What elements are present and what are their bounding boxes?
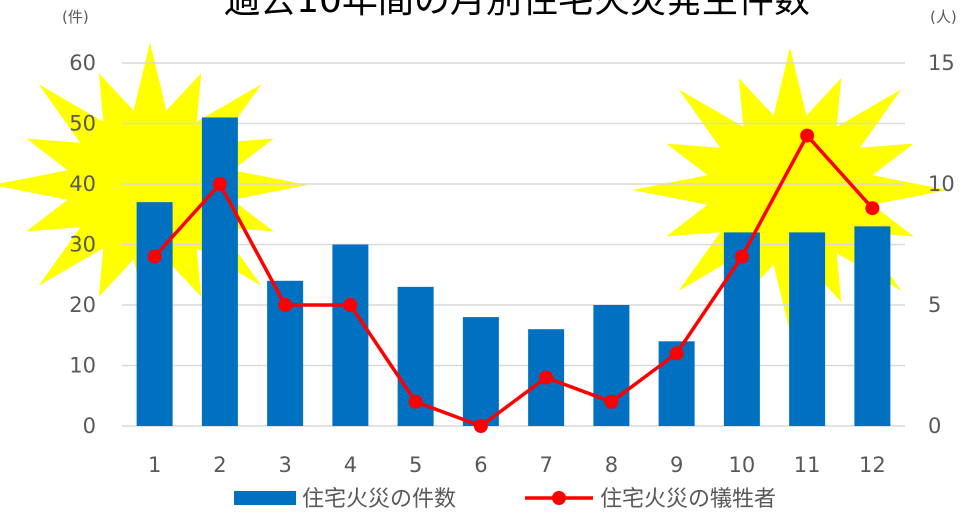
y-left-tick: 40 (69, 172, 96, 196)
x-tick: 8 (605, 453, 618, 477)
legend-label-bar: 住宅火災の件数 (302, 487, 456, 512)
legend-label-line: 住宅火災の犠牲者 (600, 487, 776, 512)
victims-point-3 (278, 298, 293, 312)
y-left-tick: 0 (83, 414, 96, 438)
x-tick: 11 (794, 453, 821, 477)
chart-title: 過去10年間の月別住宅火災発生件数 (224, 0, 810, 21)
bar-1 (136, 202, 173, 426)
x-tick: 12 (859, 453, 886, 477)
bar-11 (789, 232, 826, 426)
x-tick: 9 (670, 453, 683, 477)
bar-12 (854, 226, 891, 426)
victims-point-12 (865, 201, 880, 216)
legend: 住宅火災の件数 住宅火災の犠牲者 (234, 487, 776, 512)
x-tick: 7 (539, 453, 552, 477)
x-tick: 3 (278, 453, 291, 477)
victims-line (147, 128, 880, 433)
victims-point-7 (539, 370, 554, 385)
x-tick: 1 (148, 453, 161, 477)
y-left-tick: 10 (69, 354, 96, 378)
victims-point-1 (147, 249, 162, 264)
bar-4 (332, 244, 369, 426)
y-left-tick: 20 (69, 293, 96, 317)
y-left-tick: 50 (69, 112, 96, 136)
x-tick: 5 (409, 453, 422, 477)
bar-10 (723, 232, 760, 426)
y-left-tick: 60 (69, 51, 96, 75)
victims-point-11 (800, 128, 815, 143)
victims-point-9 (669, 346, 684, 361)
x-tick: 6 (474, 453, 487, 477)
victims-line-path (153, 133, 874, 428)
y-right-tick: 15 (928, 51, 955, 75)
bar-6 (462, 317, 499, 426)
victims-point-4 (343, 298, 358, 312)
y-right-tick: 10 (928, 172, 955, 196)
victims-point-8 (604, 394, 619, 409)
y-right-tick: 5 (928, 293, 941, 317)
victims-point-6 (473, 419, 488, 433)
bars (136, 117, 891, 426)
x-tick: 10 (729, 453, 756, 477)
gridlines (122, 62, 905, 427)
x-tick: 4 (344, 453, 357, 477)
bar-2 (201, 117, 238, 426)
victims-point-10 (734, 249, 749, 264)
y-right-unit: (人) (930, 8, 957, 26)
victims-point-5 (408, 394, 423, 409)
y-left-tick: 30 (69, 233, 96, 257)
victims-point-2 (212, 177, 227, 191)
y-right-tick: 0 (928, 414, 941, 438)
legend-swatch-bar (234, 491, 296, 505)
legend-swatch-marker (552, 491, 566, 505)
y-left-unit: (件) (62, 8, 89, 26)
x-tick: 2 (213, 453, 226, 477)
